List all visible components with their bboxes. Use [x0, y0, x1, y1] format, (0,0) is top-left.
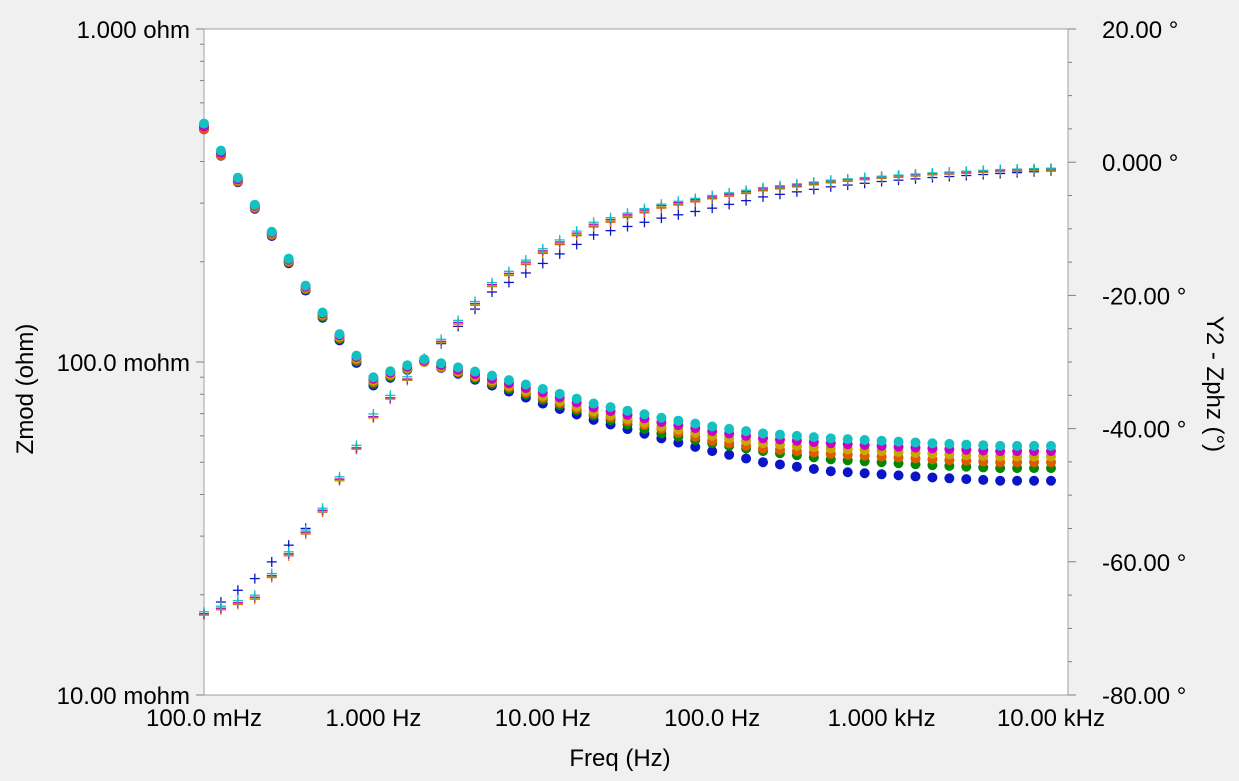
zmod-point [774, 429, 785, 440]
zmod-point [368, 372, 379, 383]
zmod-point [791, 430, 802, 441]
zmod-point [470, 366, 481, 377]
zmod-point [317, 307, 328, 318]
zmod-point [893, 436, 904, 447]
zmod-point [1012, 440, 1023, 451]
zmod-point [995, 475, 1006, 486]
zmod-point [673, 415, 684, 426]
zmod-point [978, 440, 989, 451]
zmod-point [571, 393, 582, 404]
zmod-point [825, 466, 836, 477]
y-axis-title: Zmod (ohm) [12, 324, 39, 455]
x-tick-label: 10.00 Hz [495, 705, 591, 732]
zmod-point [741, 453, 752, 464]
axis-labels: Freq (Hz) Zmod (ohm) Y2 - Zphz (°) [12, 316, 1228, 772]
zmod-point [927, 438, 938, 449]
y2-tick-label: 20.00 ° [1102, 17, 1178, 44]
x-tick-label: 10.00 kHz [997, 705, 1105, 732]
y2-axis-title: Y2 - Zphz (°) [1201, 316, 1228, 452]
zmod-point [266, 226, 277, 237]
zmod-point [927, 472, 938, 483]
zmod-point [842, 434, 853, 445]
zmod-point [825, 433, 836, 444]
zmod-point [300, 280, 311, 291]
zmod-point [402, 360, 413, 371]
y2-tick-label: -40.00 ° [1102, 417, 1186, 444]
x-tick-label: 100.0 Hz [664, 705, 760, 732]
zmod-point [724, 423, 735, 434]
plot-area [203, 28, 1069, 696]
series-marks [199, 118, 1056, 621]
zmod-point [249, 199, 260, 210]
y2-tick-label: -60.00 ° [1102, 550, 1186, 577]
y-tick-label: 10.00 mohm [57, 683, 190, 710]
zmod-point [588, 398, 599, 409]
zmod-point [486, 370, 497, 381]
zmod-point [961, 439, 972, 450]
zmod-point [436, 358, 447, 369]
y2-tick-label: 0.000 ° [1102, 150, 1178, 177]
right-axis-ticks [1068, 28, 1076, 696]
zmod-point [944, 473, 955, 484]
zmod-point [639, 409, 650, 420]
series-group [199, 118, 1056, 617]
x-axis-title: Freq (Hz) [569, 745, 670, 772]
zmod-point [707, 421, 718, 432]
zmod-point [978, 474, 989, 485]
zmod-point [385, 366, 396, 377]
x-tick-label: 1.000 kHz [828, 705, 936, 732]
zmod-point [842, 467, 853, 478]
zmod-point [537, 383, 548, 394]
zmod-point [859, 468, 870, 479]
zmod-point [1045, 475, 1056, 486]
zmod-point [910, 437, 921, 448]
zmod-point [808, 463, 819, 474]
y-tick-label: 1.000 ohm [77, 17, 190, 44]
zmod-point [1029, 440, 1040, 451]
zmod-point [283, 253, 294, 264]
zmod-point [961, 474, 972, 485]
zmod-point [944, 438, 955, 449]
zmod-point [774, 459, 785, 470]
zmod-point [758, 428, 769, 439]
zmod-point [199, 118, 209, 129]
x-tick-label: 1.000 Hz [325, 705, 421, 732]
zmod-point [334, 329, 345, 340]
zmod-point [1012, 475, 1023, 486]
zmod-point [690, 418, 701, 429]
zmod-point [808, 432, 819, 443]
zmod-point [724, 449, 735, 460]
zmod-point [605, 402, 616, 413]
y2-tick-label: -20.00 ° [1102, 283, 1186, 310]
zmod-point [232, 172, 243, 183]
zmod-point [503, 375, 514, 386]
zmod-point [995, 440, 1006, 451]
x-tick-label: 100.0 mHz [146, 705, 262, 732]
zmod-point [707, 446, 718, 457]
zmod-point [910, 471, 921, 482]
zmod-point [622, 405, 633, 416]
zmod-point [791, 461, 802, 472]
zmod-point [453, 362, 464, 373]
zmod-point [215, 145, 226, 156]
zmod-point [554, 388, 565, 399]
y2-tick-label: -80.00 ° [1102, 683, 1186, 710]
zmod-point [351, 350, 362, 361]
zmod-point [1029, 475, 1040, 486]
zmod-point [876, 435, 887, 446]
zmod-point [520, 379, 531, 390]
zmod-point [656, 412, 667, 423]
zmod-point [859, 434, 870, 445]
y-tick-label: 100.0 mohm [57, 350, 190, 377]
zmod-point [758, 457, 769, 468]
zmod-point [741, 426, 752, 437]
zmod-point [1045, 440, 1056, 451]
zmod-point [876, 469, 887, 480]
zmod-point [893, 470, 904, 481]
